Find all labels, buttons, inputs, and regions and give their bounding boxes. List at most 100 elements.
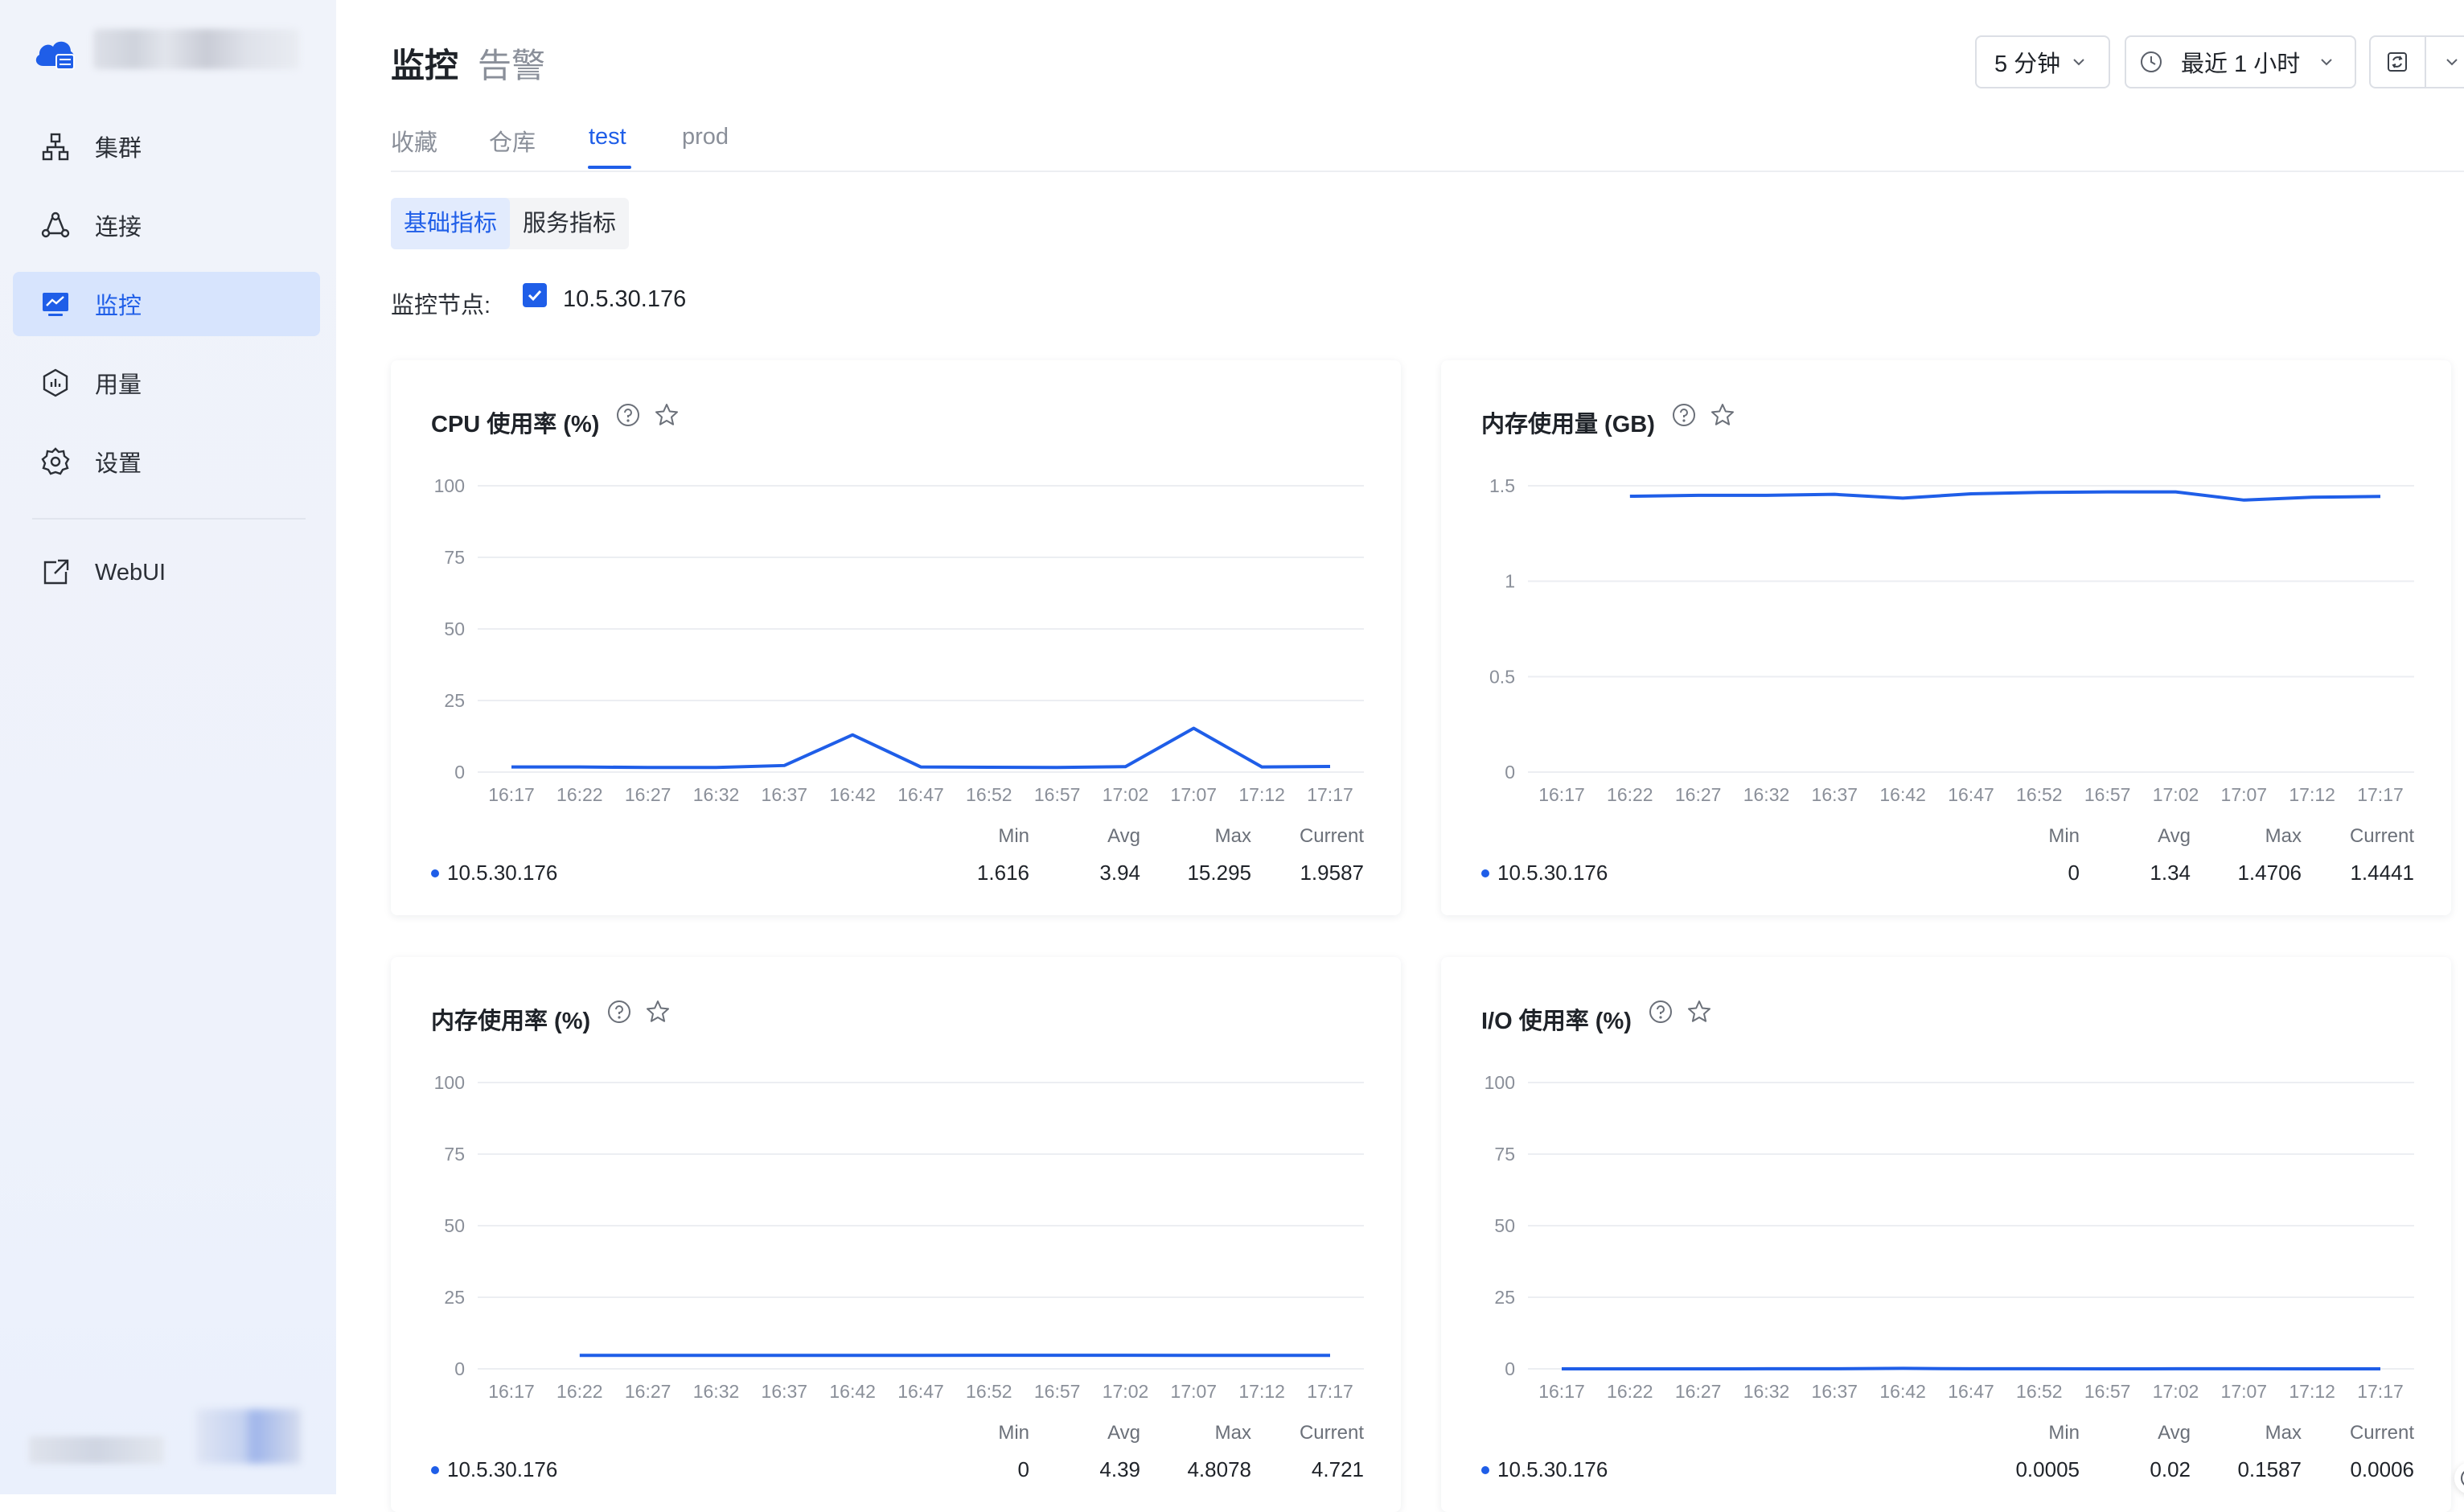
y-tick-label: 0	[454, 1358, 465, 1379]
cluster-icon	[40, 131, 71, 162]
x-tick-label: 17:12	[1238, 784, 1285, 805]
tab-favorites[interactable]: 收藏	[391, 124, 437, 158]
x-tick-label: 17:12	[2289, 784, 2335, 805]
page-title: 监控	[391, 39, 458, 88]
sidebar-item-monitor[interactable]: 监控	[13, 272, 320, 336]
stat-header-min: Min	[998, 1422, 1029, 1444]
y-tick-label: 50	[444, 618, 465, 639]
blurred-user-name	[29, 1436, 164, 1464]
stat-header-max: Max	[2265, 825, 2302, 848]
segment-service-metrics[interactable]: 服务指标	[510, 198, 629, 249]
stat-value-current: 4.721	[1312, 1457, 1364, 1482]
monitor-icon	[40, 289, 71, 319]
x-tick-label: 16:17	[1538, 784, 1585, 805]
y-tick-label: 75	[444, 1144, 465, 1165]
stat-header-current: Current	[1300, 825, 1364, 848]
legend-dot	[1481, 869, 1489, 877]
tab-prod[interactable]: prod	[682, 124, 729, 150]
refresh-options-dropdown[interactable]	[2426, 37, 2464, 87]
stat-value-current: 0.0006	[2350, 1457, 2414, 1482]
tab-warehouse[interactable]: 仓库	[489, 124, 536, 158]
y-tick-label: 0.5	[1489, 666, 1515, 687]
x-tick-label: 17:02	[1103, 1381, 1149, 1402]
stat-value-avg: 4.39	[1099, 1457, 1140, 1482]
interval-select[interactable]: 5 分钟	[1975, 35, 2110, 88]
y-tick-label: 100	[1485, 1072, 1515, 1093]
y-tick-label: 25	[444, 1287, 465, 1308]
legend-dot	[431, 1466, 439, 1474]
x-tick-label: 17:07	[1171, 784, 1218, 805]
node-checkbox[interactable]	[523, 283, 547, 307]
x-tick-label: 16:57	[2084, 784, 2131, 805]
sidebar-item-cluster[interactable]: 集群	[13, 114, 320, 179]
series-legend[interactable]: 10.5.30.176	[1481, 861, 1608, 885]
x-tick-label: 16:37	[1812, 784, 1858, 805]
stat-header-current: Current	[2350, 1422, 2414, 1444]
refresh-icon	[2385, 50, 2409, 74]
blurred-org-name	[93, 29, 299, 69]
sidebar-item-settings[interactable]: 设置	[13, 429, 320, 494]
legend-label: 10.5.30.176	[447, 861, 557, 885]
stat-value-current: 1.4441	[2350, 861, 2414, 885]
segment-basic-metrics[interactable]: 基础指标	[391, 198, 510, 249]
x-tick-label: 16:27	[625, 784, 671, 805]
time-range-value: 最近 1 小时	[2181, 45, 2300, 79]
stat-header-min: Min	[998, 825, 1029, 848]
x-tick-label: 16:37	[762, 784, 808, 805]
help-float-button[interactable]	[2454, 1462, 2464, 1494]
series-legend[interactable]: 10.5.30.176	[431, 861, 557, 885]
refresh-button[interactable]	[2371, 37, 2426, 87]
series-legend[interactable]: 10.5.30.176	[431, 1457, 557, 1482]
x-tick-label: 16:47	[897, 784, 944, 805]
sidebar-item-label: 监控	[95, 287, 142, 321]
stat-header-max: Max	[1215, 825, 1251, 848]
time-range-select[interactable]: 最近 1 小时	[2125, 35, 2356, 88]
x-tick-label: 16:27	[1675, 1381, 1722, 1402]
sidebar-item-label: 设置	[95, 445, 142, 479]
x-tick-label: 16:37	[1812, 1381, 1858, 1402]
x-tick-label: 17:02	[2153, 784, 2199, 805]
x-tick-label: 16:57	[2084, 1381, 2131, 1402]
sidebar-item-usage[interactable]: 用量	[13, 351, 320, 415]
blurred-user-avatar	[196, 1409, 301, 1464]
series-line	[1630, 492, 2380, 500]
y-tick-label: 100	[434, 1072, 465, 1093]
series-legend[interactable]: 10.5.30.176	[1481, 1457, 1608, 1482]
x-tick-label: 16:52	[2016, 784, 2063, 805]
stat-value-max: 15.295	[1187, 861, 1251, 885]
x-tick-label: 16:42	[1879, 784, 1926, 805]
node-filter-label: 监控节点:	[391, 286, 491, 320]
tab-test[interactable]: test	[589, 124, 626, 150]
alert-title-link[interactable]: 告警	[478, 39, 545, 88]
sidebar-item-label: 用量	[95, 366, 142, 400]
y-tick-label: 1.5	[1489, 475, 1515, 496]
clock-icon	[2139, 50, 2163, 74]
connection-icon	[40, 210, 71, 240]
x-tick-label: 16:22	[556, 1381, 603, 1402]
interval-value: 5 分钟	[1994, 45, 2060, 79]
x-tick-label: 17:17	[1307, 1381, 1353, 1402]
chevron-down-icon	[2443, 53, 2461, 71]
series-line	[1562, 1368, 2380, 1369]
usage-icon	[40, 368, 71, 398]
stat-header-current: Current	[2350, 825, 2414, 848]
y-tick-label: 0	[454, 762, 465, 783]
sidebar-item-webui[interactable]: WebUI	[13, 540, 320, 605]
legend-label: 10.5.30.176	[447, 1457, 557, 1482]
stat-header-min: Min	[2048, 825, 2080, 848]
stat-value-min: 0.0005	[2015, 1457, 2080, 1482]
legend-dot	[431, 869, 439, 877]
tabs-divider	[391, 171, 2464, 172]
x-tick-label: 16:22	[1607, 784, 1653, 805]
sidebar-item-connection[interactable]: 连接	[13, 193, 320, 257]
x-tick-label: 16:52	[966, 784, 1012, 805]
stat-header-avg: Avg	[2158, 1422, 2191, 1444]
x-tick-label: 16:22	[556, 784, 603, 805]
x-tick-label: 17:07	[2221, 784, 2268, 805]
x-tick-label: 16:42	[1879, 1381, 1926, 1402]
stat-value-max: 4.8078	[1187, 1457, 1251, 1482]
x-tick-label: 16:57	[1034, 1381, 1081, 1402]
x-tick-label: 16:52	[2016, 1381, 2063, 1402]
